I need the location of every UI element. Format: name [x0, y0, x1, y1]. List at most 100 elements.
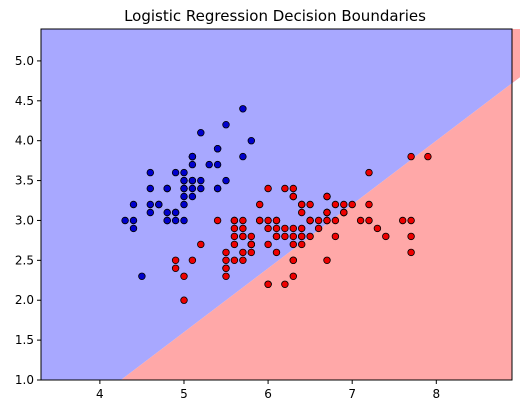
plot-area [40, 28, 520, 381]
data-point-series-0-34 [171, 208, 180, 217]
data-point-series-0-28 [197, 184, 205, 193]
data-point-series-1-57 [373, 224, 382, 233]
data-point-series-0-10 [213, 160, 222, 169]
data-point-series-0-1 [171, 216, 180, 225]
data-point-series-1-9 [197, 240, 205, 249]
data-point-series-1-82 [298, 232, 306, 241]
data-point-series-1-68 [407, 248, 415, 257]
data-point-series-1-37 [289, 272, 297, 280]
data-point-series-0-48 [205, 160, 213, 169]
data-point-series-1-43 [180, 272, 188, 280]
y-tick-label: 2.5 [15, 253, 34, 267]
axes-frame [40, 28, 513, 381]
data-point-series-1-0 [348, 200, 356, 209]
data-point-series-1-92 [247, 240, 255, 249]
data-point-series-0-35 [180, 200, 188, 209]
data-point-series-1-62 [331, 216, 340, 225]
data-point-series-0-33 [222, 120, 230, 129]
data-point-series-1-49 [239, 232, 247, 241]
x-tick-label: 6 [264, 387, 272, 401]
data-point-series-1-72 [407, 232, 415, 241]
data-point-series-1-70 [340, 200, 348, 209]
data-point-series-1-87 [298, 208, 306, 217]
data-point-series-1-3 [222, 272, 230, 280]
data-point-series-0-45 [163, 216, 171, 225]
data-point-series-1-19 [230, 256, 239, 264]
data-point-series-1-60 [306, 200, 314, 209]
data-point-series-1-29 [239, 248, 247, 257]
data-point-series-0-42 [129, 200, 138, 209]
data-point-series-0-21 [188, 160, 197, 169]
data-point-series-1-48 [188, 256, 197, 264]
data-point-series-0-26 [180, 184, 188, 193]
data-point-series-1-34 [213, 216, 222, 225]
data-point-series-1-97 [306, 216, 314, 225]
data-point-series-1-99 [256, 216, 264, 225]
data-point-series-0-39 [188, 184, 197, 193]
data-point-series-0-27 [197, 176, 205, 185]
data-point-series-1-93 [331, 200, 340, 209]
data-point-series-1-18 [281, 280, 289, 288]
data-point-series-1-52 [356, 216, 365, 225]
data-point-series-1-94 [323, 192, 331, 201]
data-point-series-1-47 [281, 224, 289, 233]
data-point-series-1-39 [222, 256, 230, 264]
data-point-series-1-42 [247, 248, 255, 257]
region-class-1 [120, 29, 520, 380]
data-point-series-0-38 [129, 216, 138, 225]
data-point-series-1-55 [399, 216, 407, 225]
data-point-series-1-44 [230, 240, 239, 249]
y-tick-label: 4.0 [15, 134, 34, 148]
data-point-series-1-71 [230, 232, 239, 241]
data-point-series-1-13 [272, 224, 281, 233]
data-point-series-1-24 [298, 224, 306, 233]
data-point-series-1-46 [239, 224, 247, 233]
data-point-series-1-77 [272, 216, 281, 225]
data-point-series-1-88 [264, 216, 272, 225]
data-point-series-1-76 [281, 232, 289, 241]
x-axis: 4 5 6 7 8 [96, 380, 440, 401]
data-point-series-0-14 [247, 136, 255, 145]
data-point-series-0-47 [146, 200, 154, 209]
data-point-series-0-4 [180, 168, 188, 177]
data-point-series-1-65 [298, 200, 306, 209]
data-point-series-0-37 [171, 168, 180, 177]
data-point-series-1-79 [365, 216, 373, 225]
data-point-series-1-80 [382, 232, 390, 241]
x-tick-label: 5 [180, 387, 188, 401]
data-point-series-1-35 [264, 184, 272, 193]
data-point-series-1-86 [289, 184, 297, 193]
region-class-0 [41, 29, 520, 380]
data-point-series-1-67 [407, 152, 415, 161]
data-point-series-1-56 [171, 256, 180, 264]
data-point-series-0-17 [188, 176, 197, 185]
data-point-series-1-69 [264, 280, 272, 288]
data-point-series-0-46 [188, 152, 197, 161]
data-point-series-1-84 [272, 248, 281, 257]
data-point-series-1-23 [272, 232, 281, 241]
data-point-series-1-7 [171, 264, 180, 272]
data-point-series-1-75 [365, 200, 373, 209]
y-tick-label: 5.0 [15, 54, 34, 68]
data-point-series-1-91 [340, 208, 348, 217]
data-point-series-1-50 [289, 192, 297, 201]
data-point-series-0-25 [180, 216, 188, 225]
data-point-series-1-73 [289, 240, 297, 249]
data-point-series-1-83 [289, 232, 297, 241]
data-point-series-1-81 [424, 152, 432, 161]
data-point-series-1-28 [264, 224, 272, 233]
data-point-series-1-45 [239, 216, 247, 225]
data-point-series-0-43 [180, 176, 188, 185]
data-point-series-1-31 [222, 264, 230, 272]
data-point-series-0-24 [163, 184, 171, 193]
data-point-series-0-15 [239, 105, 247, 113]
data-point-series-1-85 [407, 216, 415, 225]
data-point-series-0-16 [213, 144, 222, 153]
data-point-series-0-18 [239, 152, 247, 161]
data-point-series-1-10 [180, 296, 188, 304]
data-point-series-0-49 [180, 192, 188, 201]
data-point-series-1-4 [306, 232, 314, 241]
data-point-series-0-3 [146, 208, 154, 217]
data-point-series-1-98 [281, 184, 289, 193]
